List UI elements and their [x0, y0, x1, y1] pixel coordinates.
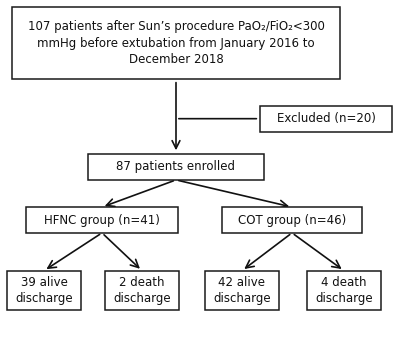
- FancyBboxPatch shape: [205, 271, 279, 310]
- FancyBboxPatch shape: [26, 207, 178, 233]
- Text: 87 patients enrolled: 87 patients enrolled: [116, 160, 236, 173]
- FancyBboxPatch shape: [307, 271, 381, 310]
- Text: 2 death
discharge: 2 death discharge: [113, 276, 171, 305]
- FancyBboxPatch shape: [260, 106, 392, 131]
- FancyBboxPatch shape: [105, 271, 179, 310]
- FancyBboxPatch shape: [222, 207, 362, 233]
- Text: 107 patients after Sun’s procedure PaO₂/FiO₂<300
mmHg before extubation from Jan: 107 patients after Sun’s procedure PaO₂/…: [28, 20, 324, 66]
- Text: 4 death
discharge: 4 death discharge: [315, 276, 373, 305]
- Text: 42 alive
discharge: 42 alive discharge: [213, 276, 271, 305]
- Text: COT group (n=46): COT group (n=46): [238, 214, 346, 227]
- FancyBboxPatch shape: [7, 271, 81, 310]
- Text: 39 alive
discharge: 39 alive discharge: [15, 276, 73, 305]
- FancyBboxPatch shape: [12, 7, 340, 79]
- FancyBboxPatch shape: [88, 154, 264, 180]
- Text: HFNC group (n=41): HFNC group (n=41): [44, 214, 160, 227]
- Text: Excluded (n=20): Excluded (n=20): [276, 112, 376, 125]
